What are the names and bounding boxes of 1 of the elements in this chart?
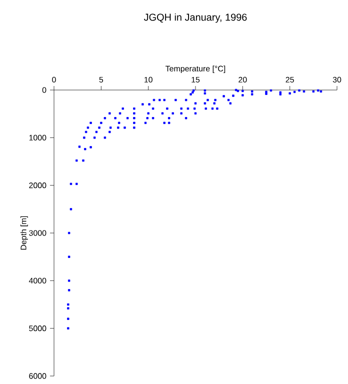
chart-title: JGQH in January, 1996 xyxy=(144,13,247,23)
